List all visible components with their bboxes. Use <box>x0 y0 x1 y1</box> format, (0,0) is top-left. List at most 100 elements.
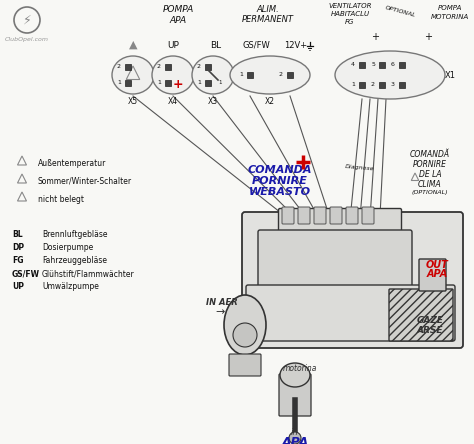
Bar <box>287 72 293 78</box>
Circle shape <box>233 323 257 347</box>
FancyBboxPatch shape <box>258 230 412 289</box>
Text: Brennluftgebläse: Brennluftgebläse <box>42 230 108 239</box>
FancyBboxPatch shape <box>282 207 294 224</box>
Text: CLIMA: CLIMA <box>418 180 442 189</box>
Text: Glühstift/Flammwächter: Glühstift/Flammwächter <box>42 269 135 278</box>
Ellipse shape <box>152 56 194 94</box>
Text: UP: UP <box>12 282 24 291</box>
Text: +: + <box>371 32 379 42</box>
Text: ⚡: ⚡ <box>23 13 31 27</box>
FancyBboxPatch shape <box>314 207 326 224</box>
Text: PORNIRE: PORNIRE <box>413 160 447 169</box>
Bar <box>165 80 171 86</box>
FancyBboxPatch shape <box>389 289 453 341</box>
Text: OUT: OUT <box>426 260 448 270</box>
Bar <box>165 64 171 70</box>
Ellipse shape <box>224 295 266 355</box>
Text: X5: X5 <box>128 97 138 106</box>
Text: UP: UP <box>167 40 179 49</box>
Text: 2: 2 <box>279 72 283 78</box>
Text: IN AER: IN AER <box>206 297 238 306</box>
Text: ▲: ▲ <box>129 40 137 50</box>
Bar <box>399 82 405 88</box>
Text: POMPA: POMPA <box>438 5 462 11</box>
Text: 3: 3 <box>391 83 395 87</box>
Bar <box>125 64 131 70</box>
Text: ClubOpel.com: ClubOpel.com <box>5 37 49 42</box>
Bar <box>247 72 253 78</box>
Ellipse shape <box>335 51 445 99</box>
Text: 1: 1 <box>197 80 201 86</box>
Text: GS/FW: GS/FW <box>12 269 40 278</box>
Text: Fahrzeuggebläse: Fahrzeuggebläse <box>42 256 107 265</box>
Ellipse shape <box>192 56 234 94</box>
Text: PERMANENT: PERMANENT <box>242 15 294 24</box>
FancyBboxPatch shape <box>229 354 261 376</box>
Text: 6: 6 <box>391 63 395 67</box>
Bar <box>379 82 385 88</box>
Text: 1: 1 <box>157 80 161 86</box>
Text: →: → <box>215 307 225 317</box>
Text: MOTORINA: MOTORINA <box>431 14 469 20</box>
Text: ALIM.: ALIM. <box>256 5 279 14</box>
Text: 1: 1 <box>117 80 121 86</box>
Text: 5: 5 <box>371 63 375 67</box>
Text: Diagnose: Diagnose <box>345 164 375 172</box>
Text: VENTILATOR: VENTILATOR <box>328 3 372 9</box>
Text: 12V+: 12V+ <box>284 40 308 49</box>
Text: +: + <box>424 32 432 42</box>
FancyBboxPatch shape <box>346 207 358 224</box>
Text: X3: X3 <box>208 97 218 106</box>
Text: 1: 1 <box>218 79 221 84</box>
Text: Dosierpumpe: Dosierpumpe <box>42 243 93 252</box>
FancyBboxPatch shape <box>279 209 401 234</box>
Bar <box>359 82 365 88</box>
Text: Umwälzpumpe: Umwälzpumpe <box>42 282 99 291</box>
Text: PORNIRE: PORNIRE <box>252 176 308 186</box>
Text: in: in <box>291 428 299 437</box>
Text: 2: 2 <box>197 64 201 70</box>
Text: (OPTIONAL): (OPTIONAL) <box>412 190 448 195</box>
Text: 2: 2 <box>117 64 121 70</box>
Text: BL: BL <box>12 230 23 239</box>
FancyBboxPatch shape <box>279 374 311 416</box>
Text: ARSE: ARSE <box>417 325 443 334</box>
Bar <box>205 64 211 70</box>
Text: 1: 1 <box>351 83 355 87</box>
Text: nicht belegt: nicht belegt <box>38 194 84 203</box>
Text: 4: 4 <box>351 63 355 67</box>
Bar <box>379 62 385 68</box>
Bar <box>205 80 211 86</box>
FancyBboxPatch shape <box>242 212 463 348</box>
Ellipse shape <box>230 56 310 94</box>
Text: +: + <box>173 78 183 91</box>
Text: WEBASTO: WEBASTO <box>249 187 311 197</box>
Text: motorina: motorina <box>283 364 317 373</box>
Text: GS/FW: GS/FW <box>242 40 270 49</box>
Text: COMANDĂ: COMANDĂ <box>410 150 450 159</box>
Text: DP: DP <box>12 243 24 252</box>
FancyBboxPatch shape <box>362 207 374 224</box>
Text: APA: APA <box>169 16 187 25</box>
Text: X1: X1 <box>445 71 456 79</box>
Text: HABITACLU: HABITACLU <box>330 11 370 17</box>
Text: APA: APA <box>427 269 447 279</box>
FancyBboxPatch shape <box>419 259 446 291</box>
FancyBboxPatch shape <box>246 285 455 341</box>
Text: 1: 1 <box>239 72 243 78</box>
FancyBboxPatch shape <box>330 207 342 224</box>
Text: X4: X4 <box>168 97 178 106</box>
FancyBboxPatch shape <box>298 207 310 224</box>
Text: X2: X2 <box>265 97 275 106</box>
Text: 2: 2 <box>371 83 375 87</box>
Text: APA: APA <box>282 436 309 444</box>
Ellipse shape <box>280 363 310 387</box>
Bar <box>359 62 365 68</box>
Text: Sommer/Winter-Schalter: Sommer/Winter-Schalter <box>38 177 132 186</box>
Text: DE LA: DE LA <box>419 170 441 179</box>
Text: FG: FG <box>12 256 24 265</box>
Text: COMANDA: COMANDA <box>248 165 312 175</box>
Text: BL: BL <box>210 40 221 49</box>
Bar <box>399 62 405 68</box>
Text: Außentemperatur: Außentemperatur <box>38 159 106 167</box>
